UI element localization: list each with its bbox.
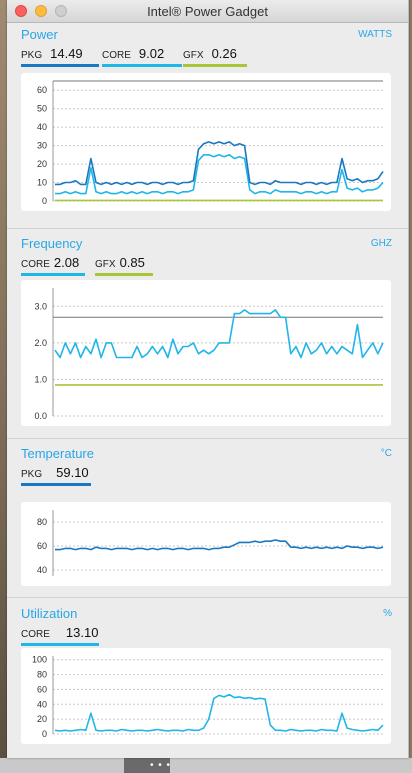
frequency-gfx-metric: GFX 0.85: [95, 254, 153, 276]
metric-label: PKG: [21, 50, 43, 61]
core-color-bar: [21, 273, 85, 276]
y-tick-label: 0.0: [34, 411, 47, 421]
utilization-core-metric: CORE 13.10: [21, 624, 99, 646]
metric-value: 59.10: [56, 465, 89, 480]
power-chart: 0 10 20 30 40 50 60: [21, 73, 391, 211]
close-button[interactable]: [15, 5, 27, 17]
window-title: Intel® Power Gadget: [147, 4, 268, 19]
temperature-title: Temperature: [21, 446, 94, 461]
metric-value: 13.10: [65, 625, 99, 640]
section-divider: [7, 597, 408, 598]
utilization-title: Utilization: [21, 606, 78, 621]
pkg-color-bar: [21, 64, 99, 67]
y-tick-label: 50: [37, 104, 47, 114]
gfx-color-bar: [183, 64, 247, 67]
series-line-core: [55, 154, 384, 195]
frequency-chart: 0.0 1.0 2.0 3.0: [21, 280, 391, 426]
metric-label: CORE: [21, 629, 50, 640]
metric-label: GFX: [95, 259, 116, 270]
y-tick-label: 10: [37, 178, 47, 188]
core-color-bar: [21, 643, 99, 646]
metric-value: 2.08: [53, 255, 80, 270]
dock-item[interactable]: [124, 758, 170, 773]
power-gadget-window: Intel® Power Gadget Power WATTS PKG 14.49…: [7, 0, 409, 758]
frequency-core-metric: CORE 2.08: [21, 254, 91, 276]
y-tick-label: 1.0: [34, 374, 47, 384]
zoom-button[interactable]: [55, 5, 67, 17]
temperature-unit: °C: [380, 448, 392, 459]
utilization-chart: 0 20 40 60 80 100: [21, 648, 391, 744]
power-chart-svg: 0 10 20 30 40 50 60: [37, 80, 384, 206]
y-tick-label: 60: [37, 684, 47, 694]
y-tick-label: 60: [37, 85, 47, 95]
y-tick-label: 60: [37, 541, 47, 551]
temperature-chart: 40 60 80: [21, 502, 391, 586]
y-tick-label: 20: [37, 159, 47, 169]
y-tick-label: 20: [37, 714, 47, 724]
power-gfx-metric: GFX 0.26: [183, 45, 247, 67]
y-tick-label: 2.0: [34, 338, 47, 348]
power-unit: WATTS: [358, 29, 392, 40]
y-tick-label: 40: [37, 699, 47, 709]
dock-indicator: • • •: [150, 760, 172, 771]
metric-value: 0.26: [211, 46, 237, 61]
metric-label: CORE: [102, 50, 131, 61]
pkg-color-bar: [21, 483, 91, 486]
metric-value: 0.85: [119, 255, 145, 270]
utilization-unit: %: [383, 608, 392, 619]
temperature-chart-svg: 40 60 80: [37, 510, 384, 576]
y-tick-label: 0: [42, 196, 47, 206]
power-title: Power: [21, 27, 58, 42]
series-line-core: [54, 693, 384, 732]
section-divider: [7, 228, 408, 229]
temperature-pkg-metric: PKG 59.10: [21, 464, 91, 486]
frequency-chart-svg: 0.0 1.0 2.0 3.0: [34, 288, 384, 421]
titlebar[interactable]: Intel® Power Gadget: [7, 0, 408, 23]
frequency-title: Frequency: [21, 236, 83, 251]
y-tick-label: 0: [42, 729, 47, 739]
minimize-button[interactable]: [35, 5, 47, 17]
y-tick-label: 30: [37, 141, 47, 151]
frequency-unit: GHZ: [370, 238, 392, 249]
series-line-pkg: [55, 539, 384, 551]
y-tick-label: 3.0: [34, 301, 47, 311]
power-core-metric: CORE 9.02: [102, 45, 182, 67]
y-tick-label: 40: [37, 122, 47, 132]
y-tick-label: 40: [37, 565, 47, 575]
metric-value: 9.02: [138, 46, 165, 61]
y-tick-label: 80: [37, 670, 47, 680]
utilization-chart-svg: 0 20 40 60 80 100: [32, 655, 384, 739]
metric-label: PKG: [21, 469, 43, 480]
y-tick-label: 100: [32, 655, 47, 665]
gfx-color-bar: [95, 273, 153, 276]
section-divider: [7, 438, 408, 439]
desktop-background: [0, 0, 8, 773]
y-tick-label: 80: [37, 517, 47, 527]
power-pkg-metric: PKG 14.49: [21, 45, 99, 67]
dock-background: [0, 758, 412, 773]
metric-label: CORE: [21, 259, 50, 270]
series-line-pkg: [55, 141, 384, 186]
metric-value: 14.49: [50, 46, 83, 61]
metric-label: GFX: [183, 50, 204, 61]
core-color-bar: [102, 64, 182, 67]
series-line-core: [54, 309, 384, 359]
